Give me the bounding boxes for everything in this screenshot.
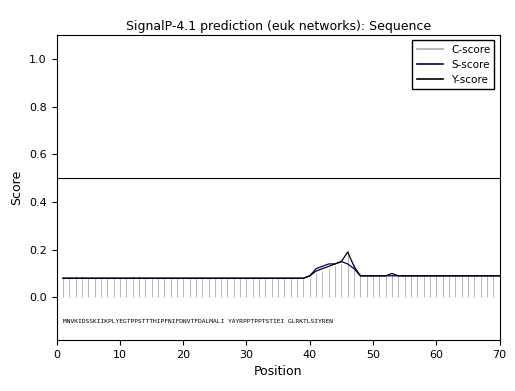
X-axis label: Position: Position: [254, 366, 302, 378]
Legend: C-score, S-score, Y-score: C-score, S-score, Y-score: [413, 40, 494, 89]
Title: SignalP-4.1 prediction (euk networks): Sequence: SignalP-4.1 prediction (euk networks): S…: [126, 20, 431, 32]
Text: MNVKIDSSKIIKPLYEGTPPSTTTHIPFNIFDNVTFDALMALI YAYRPPTPPTSTIEI GLRKTLSIYREN: MNVKIDSSKIIKPLYEGTPPSTTTHIPFNIFDNVTFDALM…: [63, 319, 333, 324]
Y-axis label: Score: Score: [11, 170, 24, 205]
